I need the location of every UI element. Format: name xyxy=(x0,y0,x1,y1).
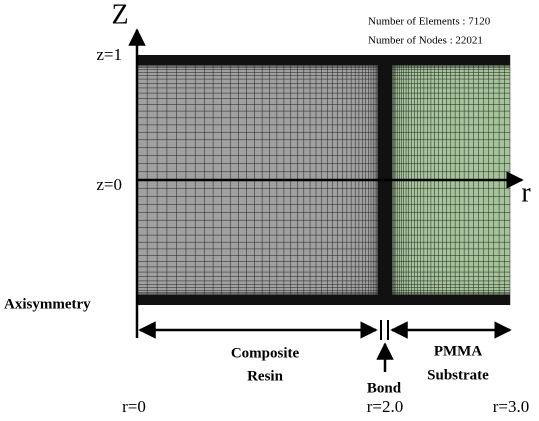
bond-label: Bond xyxy=(367,380,402,396)
bottom-band xyxy=(137,295,510,305)
r-axis-label: r xyxy=(521,177,531,208)
z-mid-label: z=0 xyxy=(96,175,122,194)
nodes-count: Number of Nodes : 22021 xyxy=(368,35,483,47)
elements-count: Number of Elements : 7120 xyxy=(368,16,491,28)
r2-label: r=2.0 xyxy=(367,397,404,416)
r0-label: r=0 xyxy=(122,397,146,416)
z-axis-label: Z xyxy=(111,0,128,30)
substrate-label: Substrate xyxy=(427,367,489,383)
resin-label: Resin xyxy=(247,368,283,384)
axisymmetry-label: Axisymmetry xyxy=(4,296,91,312)
z-top-label: z=1 xyxy=(96,45,122,64)
top-band xyxy=(137,55,510,65)
r3-label: r=3.0 xyxy=(493,397,530,416)
pmma-label: PMMA xyxy=(434,343,482,359)
composite-label: Composite xyxy=(231,345,300,361)
